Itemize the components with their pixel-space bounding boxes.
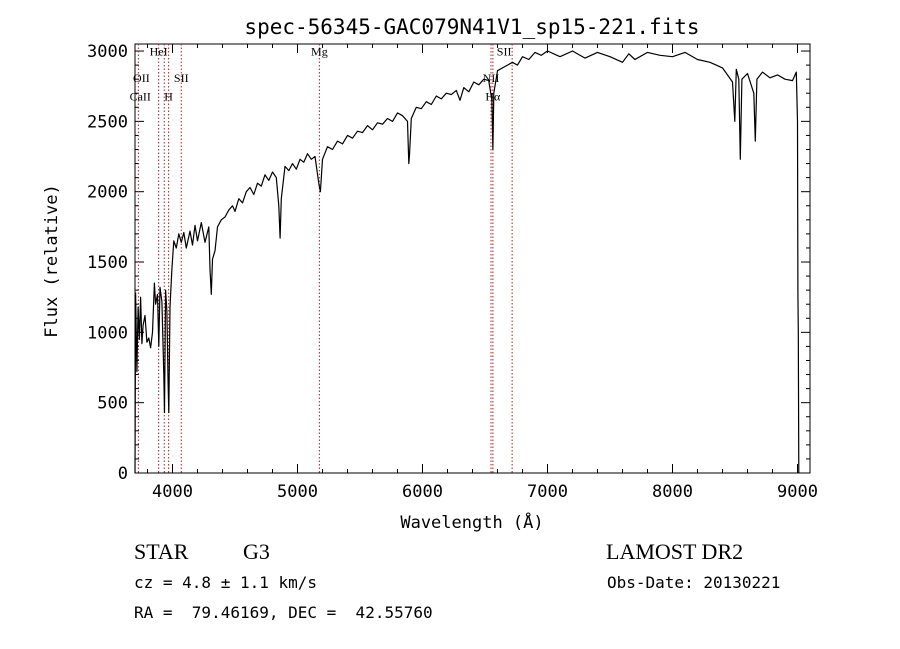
x-tick-label: 6000 xyxy=(402,482,443,502)
x-tick-label: 9000 xyxy=(777,482,818,502)
y-tick-label: 2500 xyxy=(87,112,128,132)
x-axis-label: Wavelength (Å) xyxy=(400,511,543,533)
x-tick-label: 5000 xyxy=(277,482,318,502)
spectral-line-label: SII xyxy=(174,71,189,85)
y-tick-label: 1500 xyxy=(87,253,128,273)
y-tick-label: 3000 xyxy=(87,42,128,62)
x-tick-label: 4000 xyxy=(152,482,193,502)
x-tick-label: 8000 xyxy=(652,482,693,502)
y-tick-label: 1000 xyxy=(87,323,128,343)
y-tick-label: 500 xyxy=(97,394,128,414)
chart-title: spec-56345-GAC079N41V1_sp15-221.fits xyxy=(244,15,699,39)
y-tick-label: 2000 xyxy=(87,183,128,203)
redshift-cz: cz = 4.8 ± 1.1 km/s xyxy=(134,573,318,592)
spectral-line-label: SII xyxy=(497,44,512,58)
obs-date: Obs-Date: 20130221 xyxy=(607,573,781,592)
spectral-subclass: G3 xyxy=(243,539,270,564)
y-axis-label: Flux (relative) xyxy=(42,184,62,338)
survey-name: LAMOST DR2 xyxy=(606,539,744,564)
y-tick-label: 0 xyxy=(118,464,128,484)
spectral-line-label: Mg xyxy=(311,44,328,58)
plot-frame xyxy=(134,43,811,474)
spectral-line-label: HeI xyxy=(150,44,168,58)
spectral-line-label: CaII xyxy=(130,89,151,103)
object-type: STAR xyxy=(134,539,189,564)
x-tick-label: 7000 xyxy=(527,482,568,502)
spectral-line-label: OII xyxy=(133,71,150,85)
spectrum-line xyxy=(134,50,800,474)
spectral-line-label: H xyxy=(164,89,173,103)
coordinates: RA = 79.46169, DEC = 42.55760 xyxy=(134,603,433,622)
